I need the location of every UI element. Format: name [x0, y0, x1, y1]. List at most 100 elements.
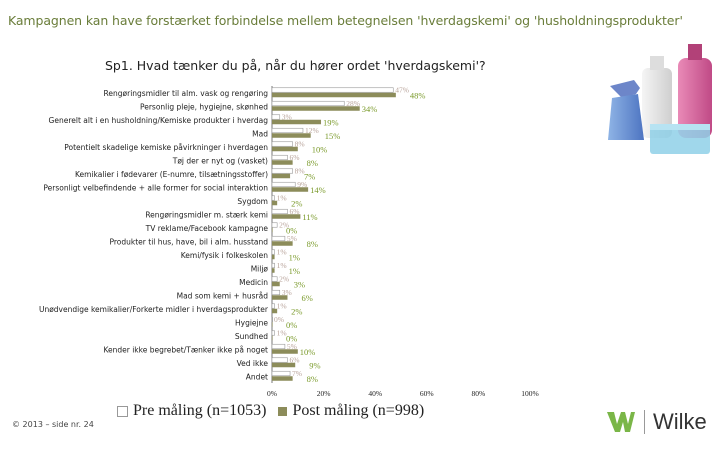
bar-pre: [271, 87, 394, 93]
legend-item-pre: Pre måling (n=1053): [117, 402, 266, 420]
data-label-pre: 8%: [295, 166, 305, 175]
bar-pre: [271, 100, 345, 107]
x-axis-ticks: 0% 20% 40% 60% 80% 100%: [267, 389, 539, 398]
bar-post: [272, 254, 275, 260]
bar-pre: [271, 154, 288, 161]
legend-swatch-post: [278, 406, 288, 416]
bar-post: [272, 187, 309, 192]
bar-pre: [271, 343, 286, 350]
data-label-post: 48%: [410, 90, 426, 100]
data-label-post: 10%: [312, 144, 328, 154]
data-label-post: 15%: [325, 131, 341, 141]
category-label: Unødvendige kemikalier/Forkerte midler i…: [39, 305, 269, 314]
data-label-pre: 8%: [295, 139, 305, 148]
bar-post: [272, 349, 298, 354]
category-label: TV reklame/Facebook kampagne: [145, 224, 269, 233]
category-label: Ved ikke: [237, 359, 269, 368]
bar-post: [272, 281, 280, 287]
bar-pre: [271, 370, 291, 377]
legend-item-post: Post måling (n=998): [278, 402, 424, 420]
bar-post: [272, 173, 291, 179]
legend-label-post: Post måling (n=998): [292, 402, 425, 419]
category-label: Miljø: [251, 264, 269, 273]
bar-post: [272, 160, 293, 165]
category-label: Rengøringsmidler m. stærk kemi: [145, 210, 268, 219]
category-label: Hygiejne: [235, 318, 268, 327]
category-label: Personligt velbefindende + alle former f…: [43, 183, 268, 192]
bar-post: [272, 146, 298, 152]
data-label-pre: 7%: [292, 369, 302, 378]
category-label: Medicin: [239, 278, 268, 287]
data-label-post: 7%: [304, 171, 315, 181]
bar-pre: [271, 262, 275, 269]
data-label-post: 9%: [309, 360, 320, 370]
bar-post: [272, 133, 311, 138]
data-label-post: 3%: [294, 279, 305, 289]
data-label-pre: 1%: [277, 328, 287, 337]
bar-pre: [271, 222, 278, 228]
logo-separator: [644, 410, 645, 434]
bar-pre: [271, 249, 275, 255]
data-label-post: 1%: [289, 252, 300, 262]
bar-post: [272, 362, 296, 368]
category-label: Produkter til hus, have, bil i alm. huss…: [109, 237, 268, 246]
data-label-pre: 9%: [297, 180, 307, 189]
data-label-pre: 12%: [305, 126, 319, 135]
bar-pre: [271, 168, 293, 174]
data-label-post: 2%: [291, 198, 302, 208]
bar-post: [272, 119, 322, 125]
legend-swatch-pre: [117, 405, 128, 417]
x-tick-label: 0%: [267, 389, 277, 398]
bar-post: [272, 227, 273, 233]
category-label: Kemi/fysik i folkeskolen: [181, 251, 268, 260]
category-label: Kender ikke begrebet/Tænker ikke på noge…: [103, 345, 268, 354]
data-label-pre: 1%: [277, 301, 287, 310]
category-label: Mad: [252, 129, 268, 138]
data-label-pre: 28%: [346, 99, 360, 108]
data-label-pre: 1%: [277, 261, 287, 270]
bar-post: [272, 295, 288, 300]
bar-post: [272, 322, 273, 327]
data-label-pre: 6%: [289, 355, 299, 364]
bar-pre: [271, 235, 286, 242]
data-label-pre: 3%: [282, 288, 292, 297]
x-tick-label: 20%: [317, 389, 331, 398]
bar-pre: [271, 289, 281, 296]
data-label-pre: 5%: [287, 234, 297, 243]
slide-title: Kampagnen kan have forstærket forbindels…: [8, 13, 683, 28]
bar-post: [272, 241, 293, 246]
x-tick-label: 40%: [368, 389, 382, 398]
category-label: Andet: [246, 372, 268, 381]
x-tick-label: 100%: [521, 389, 539, 398]
category-label: Sygdom: [237, 197, 268, 206]
bar-post: [272, 200, 278, 206]
bar-pre: [271, 276, 278, 282]
data-label-post: 14%: [310, 185, 326, 195]
bar-pre: [271, 208, 288, 215]
category-label: Personlig pleje, hygiejne, skønhed: [140, 102, 268, 111]
bar-pre: [271, 330, 275, 336]
bar-pre: [271, 303, 275, 309]
bar-post: [272, 335, 273, 341]
bar-pre: [271, 357, 288, 363]
bar-pre: [271, 127, 304, 134]
data-label-post: 34%: [362, 104, 378, 114]
bar-pre: [271, 141, 293, 147]
data-label-post: 0%: [286, 333, 297, 343]
category-label: Tøj der er nyt og (vasket): [172, 156, 268, 165]
bar-pre: [271, 316, 273, 323]
data-label-post: 8%: [307, 239, 318, 249]
data-label-pre: 1%: [277, 247, 287, 256]
bar-post: [272, 106, 360, 111]
data-label-pre: 6%: [289, 207, 299, 216]
logo-text: Wilke: [653, 409, 707, 434]
footer-page-number: © 2013 – side nr. 24: [12, 420, 94, 429]
data-label-pre: 3%: [282, 112, 292, 121]
category-label: Potentielt skadelige kemiske påvirkninge…: [64, 143, 268, 152]
data-label-post: 19%: [323, 117, 339, 127]
bar-post: [272, 92, 396, 98]
data-label-pre: 2%: [279, 274, 289, 283]
bar-post: [272, 308, 278, 314]
category-label: Generelt alt i en husholdning/Kemiske pr…: [49, 116, 269, 125]
